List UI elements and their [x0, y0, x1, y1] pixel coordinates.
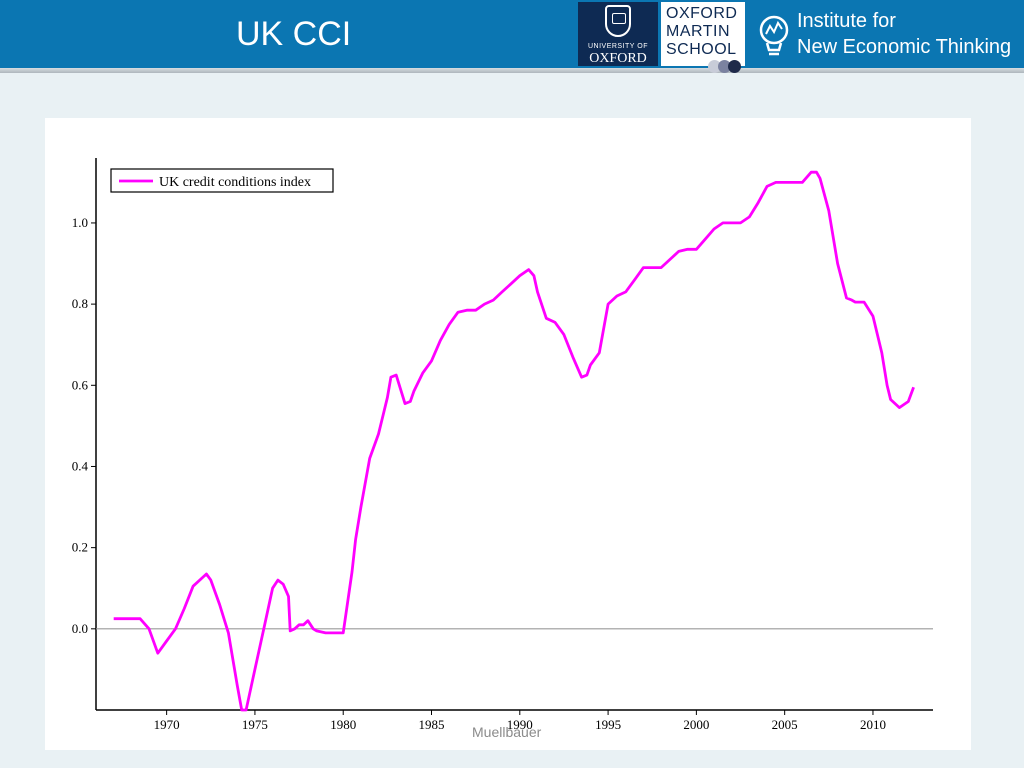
footer-author: Muellbauer	[472, 724, 542, 740]
x-tick-label: 2010	[860, 717, 886, 732]
x-tick-label: 1975	[242, 717, 268, 732]
martin-logo-line3: SCHOOL	[666, 41, 737, 58]
x-tick-label: 1970	[154, 717, 180, 732]
legend-label: UK credit conditions index	[159, 175, 311, 190]
x-tick-label: 2000	[683, 717, 709, 732]
legend-box	[110, 168, 334, 193]
y-tick-label: 0.4	[72, 458, 89, 473]
y-tick-label: 0.6	[72, 377, 89, 392]
inet-logo-line1: Institute for	[797, 10, 896, 32]
x-tick-label: 1995	[595, 717, 621, 732]
x-tick-label: 1980	[330, 717, 356, 732]
title-bar-rule	[0, 68, 1024, 73]
x-tick-label: 1990	[507, 717, 533, 732]
slide-title: UK CCI	[236, 15, 352, 53]
oxford-logo-line2: OXFORD	[589, 51, 647, 66]
inet-logo-line2: New Economic Thinking	[797, 36, 1012, 58]
oxford-martin-school-logo: OXFORD MARTIN SCHOOL	[661, 2, 745, 66]
y-tick-label: 0.2	[72, 540, 88, 555]
uk-cci-chart: 0.0 0.2 0.4 0.6 0.8 1.0 1970 1975 1980 1985 1990 19…	[72, 158, 933, 732]
y-tick-label: 0.0	[72, 621, 88, 636]
lightbulb-icon	[759, 15, 789, 56]
martin-logo-line2: MARTIN	[666, 23, 731, 40]
oxford-university-logo: UNIVERSITY OF OXFORD	[578, 2, 658, 66]
x-tick-label: 2005	[772, 717, 798, 732]
oxford-logo-line1: UNIVERSITY OF	[587, 43, 649, 50]
y-tick-label: 1.0	[72, 215, 88, 230]
chart-panel: 0.0 0.2 0.4 0.6 0.8 1.0 1970 1975 1980 1985 1990 19…	[45, 118, 971, 750]
y-tick-label: 0.8	[72, 296, 88, 311]
martin-dots-icon	[708, 60, 744, 74]
martin-logo-line1: OXFORD	[666, 5, 738, 22]
oxford-crest-icon	[605, 5, 631, 37]
series-line	[113, 170, 915, 712]
inet-logo: Institute for New Economic Thinking	[750, 2, 1024, 66]
x-tick-label: 1985	[419, 717, 445, 732]
